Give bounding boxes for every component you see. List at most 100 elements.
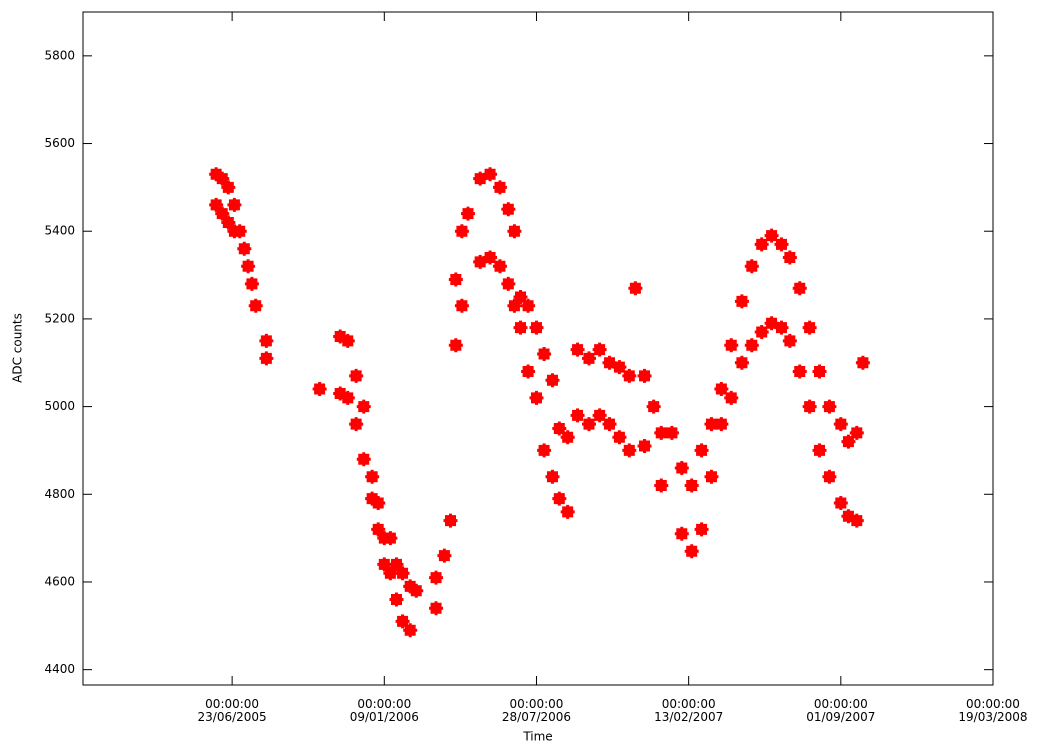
data-point	[501, 276, 516, 291]
data-point	[443, 513, 458, 528]
data-point	[812, 443, 827, 458]
data-point	[521, 298, 536, 313]
data-point	[429, 570, 444, 585]
data-point	[704, 469, 719, 484]
data-point	[774, 237, 789, 252]
data-point	[259, 351, 274, 366]
data-point	[592, 342, 607, 357]
data-point	[694, 522, 709, 537]
y-tick-label: 5600	[44, 136, 75, 150]
y-tick-label: 4400	[44, 662, 75, 676]
data-point	[646, 399, 661, 414]
data-point	[764, 228, 779, 243]
data-point	[507, 224, 522, 239]
data-point	[664, 425, 679, 440]
data-point	[521, 364, 536, 379]
data-point	[371, 496, 386, 511]
data-point	[833, 417, 848, 432]
data-point	[782, 333, 797, 348]
data-point	[501, 202, 516, 217]
data-point	[812, 364, 827, 379]
data-point	[389, 592, 404, 607]
data-point	[802, 399, 817, 414]
data-point	[622, 368, 637, 383]
data-point	[244, 276, 259, 291]
data-point	[529, 390, 544, 405]
x-tick-label: 00:00:00 01/09/2007	[806, 697, 875, 724]
data-point	[744, 338, 759, 353]
data-point	[822, 469, 837, 484]
data-point	[429, 601, 444, 616]
y-tick-label: 5800	[44, 48, 75, 62]
data-point	[849, 425, 864, 440]
data-point	[694, 443, 709, 458]
data-point	[684, 478, 699, 493]
data-point	[684, 544, 699, 559]
data-point	[483, 167, 498, 182]
data-point	[774, 320, 789, 335]
data-point	[744, 259, 759, 274]
data-point	[560, 504, 575, 519]
data-point	[492, 180, 507, 195]
data-point	[714, 417, 729, 432]
x-tick-label: 00:00:00 09/01/2006	[350, 697, 419, 724]
data-point	[349, 417, 364, 432]
data-point	[822, 399, 837, 414]
data-point	[461, 206, 475, 221]
data-point	[612, 360, 627, 375]
data-point	[395, 566, 410, 581]
data-point	[628, 281, 643, 296]
data-point	[492, 259, 507, 274]
data-point	[483, 250, 498, 265]
data-point	[637, 368, 652, 383]
data-point	[232, 224, 247, 239]
data-point	[849, 513, 864, 528]
data-point	[654, 478, 669, 493]
data-point	[724, 390, 739, 405]
x-tick-label: 00:00:00 19/03/2008	[958, 697, 1027, 724]
data-point	[448, 338, 463, 353]
data-point	[356, 452, 371, 467]
data-point	[754, 237, 769, 252]
y-tick-label: 5000	[44, 399, 75, 413]
data-point	[570, 342, 585, 357]
data-point	[552, 491, 567, 506]
data-point	[674, 526, 689, 541]
data-point	[340, 390, 355, 405]
data-point	[714, 382, 729, 397]
data-point	[792, 281, 807, 296]
data-point	[802, 320, 817, 335]
data-point	[674, 460, 689, 475]
data-point	[241, 259, 256, 274]
data-point	[734, 294, 749, 309]
data-point	[227, 197, 242, 212]
data-point	[545, 373, 560, 388]
data-point	[602, 417, 617, 432]
x-tick-label: 00:00:00 23/06/2005	[198, 697, 267, 724]
data-point	[734, 355, 749, 370]
y-tick-label: 5200	[44, 311, 75, 325]
data-point	[349, 368, 364, 383]
data-point	[704, 417, 719, 432]
x-tick-label: 00:00:00 28/07/2006	[502, 697, 571, 724]
data-point	[637, 439, 652, 454]
data-point	[383, 531, 398, 546]
data-point	[592, 408, 607, 423]
data-point	[622, 443, 637, 458]
data-point	[537, 443, 552, 458]
x-axis-label: Time	[522, 730, 552, 744]
y-axis-label: ADC counts	[11, 313, 25, 383]
y-tick-label: 5400	[44, 224, 75, 238]
data-point	[855, 355, 870, 370]
data-point	[365, 469, 380, 484]
data-point	[570, 408, 585, 423]
x-tick-label: 00:00:00 13/02/2007	[654, 697, 723, 724]
data-point	[448, 272, 463, 287]
plot-frame	[82, 11, 994, 686]
data-point	[237, 241, 252, 256]
data-point	[724, 338, 739, 353]
data-point	[833, 496, 848, 511]
data-point	[356, 399, 371, 414]
data-point	[581, 351, 596, 366]
y-tick-label: 4600	[44, 574, 75, 588]
